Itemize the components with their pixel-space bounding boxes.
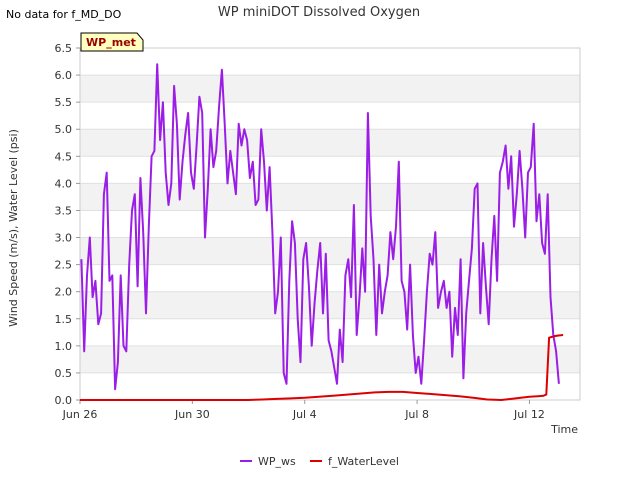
plot-frame [79, 47, 581, 401]
grid-band [80, 291, 580, 319]
series-line-f-waterlevel [80, 334, 564, 401]
y-tick-label: 4.5 [55, 150, 73, 163]
y-tick-label: 1.5 [55, 313, 73, 326]
x-tick-label: Jul 12 [513, 408, 545, 421]
grid-band [80, 75, 580, 103]
legend-item-f-waterlevel[interactable]: f_WaterLevel [310, 455, 399, 468]
y-tick-label: 3.5 [55, 204, 73, 217]
no-data-note: No data for f_MD_DO [6, 8, 122, 21]
x-tick-label: Jun 30 [174, 408, 210, 421]
x-axis-label: Time [550, 423, 578, 436]
y-tick-label: 0.5 [55, 367, 73, 380]
site-badge-label: WP_met [86, 36, 136, 49]
grid-band [80, 237, 580, 265]
y-tick-label: 5.0 [55, 123, 73, 136]
y-tick-label: 0.0 [55, 394, 73, 407]
legend-label-wp-ws: WP_ws [258, 455, 296, 468]
y-tick-label: 6.5 [55, 42, 73, 55]
y-tick-label: 2.0 [55, 286, 73, 299]
grid-band [80, 183, 580, 211]
grid-band [80, 345, 580, 373]
x-tick-label: Jul 4 [292, 408, 317, 421]
legend: WP_ws f_WaterLevel [240, 455, 399, 468]
legend-label-f-waterlevel: f_WaterLevel [328, 455, 399, 468]
x-tick-label: Jun 26 [62, 408, 98, 421]
y-tick-label: 1.0 [55, 340, 73, 353]
site-badge: WP_met [80, 32, 144, 52]
legend-item-wp-ws[interactable]: WP_ws [240, 455, 296, 468]
y-tick-label: 2.5 [55, 259, 73, 272]
series-line-wp-ws [80, 63, 560, 391]
x-tick-label: Jul 8 [404, 408, 429, 421]
y-tick-label: 4.0 [55, 177, 73, 190]
y-tick-label: 3.0 [55, 232, 73, 245]
y-tick-label: 5.5 [55, 96, 73, 109]
y-tick-label: 6.0 [55, 69, 73, 82]
y-axis-label: Wind Speed (m/s), Water Level (psi) [7, 129, 20, 327]
chart-title: WP miniDOT Dissolved Oxygen [218, 5, 420, 20]
